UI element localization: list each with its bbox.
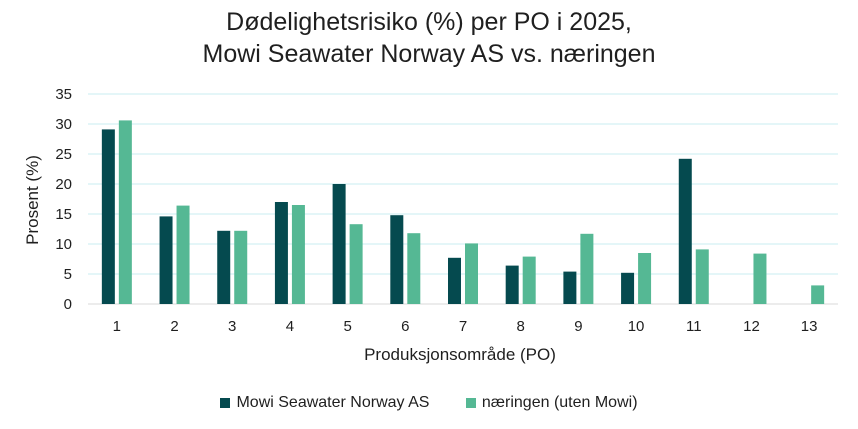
- x-tick-label: 1: [113, 318, 121, 335]
- bar-naeringen-po8: [522, 256, 536, 304]
- y-tick-label: 10: [55, 236, 72, 253]
- legend-item-mowi: Mowi Seawater Norway AS: [220, 394, 429, 412]
- bar-naeringen-po13: [811, 285, 825, 304]
- bar-naeringen-po3: [234, 230, 248, 304]
- x-tick-label: 11: [686, 318, 702, 335]
- x-tick-label: 3: [228, 318, 236, 335]
- bar-naeringen-po6: [407, 233, 421, 304]
- legend-swatch-naeringen: [465, 398, 476, 408]
- bar-mowi-po9: [563, 271, 577, 304]
- bar-naeringen-po4: [291, 205, 305, 304]
- grid-lines: [88, 93, 838, 305]
- bar-naeringen-po7: [465, 243, 478, 304]
- bar-naeringen-po5: [349, 224, 363, 304]
- x-tick-label: 8: [517, 318, 525, 335]
- x-tick-label: 5: [343, 318, 351, 335]
- x-tick-label: 9: [574, 318, 582, 335]
- chart-title-line-1: Dødelighetsrisiko (%) per PO i 2025,: [226, 8, 632, 36]
- bar-mowi-po4: [274, 202, 288, 304]
- x-axis-label: Produksjonsområde (PO): [364, 345, 556, 364]
- legend-label-naeringen: næringen (uten Mowi): [481, 394, 638, 411]
- bar-naeringen-po12: [753, 253, 767, 304]
- bar-mowi-po11: [678, 158, 692, 304]
- y-tick-label: 20: [55, 176, 72, 193]
- x-tick-label: 10: [628, 318, 645, 335]
- y-tick-label: 35: [55, 86, 72, 103]
- bar-mowi-po3: [217, 230, 231, 304]
- bar-mowi-po8: [505, 265, 519, 304]
- legend-label-mowi: Mowi Seawater Norway AS: [236, 394, 430, 411]
- y-tick-label: 30: [55, 116, 72, 133]
- x-tick-label: 7: [459, 318, 467, 335]
- bar-mowi-po6: [390, 215, 404, 304]
- legend-swatch-mowi: [220, 398, 231, 408]
- x-tick-label: 12: [743, 318, 760, 335]
- bar-naeringen-po11: [695, 249, 709, 304]
- legend-item-naeringen: næringen (uten Mowi): [465, 394, 638, 412]
- bar-mowi-po10: [621, 272, 635, 304]
- bar-mowi-po5: [332, 184, 346, 304]
- bar-mowi-po1: [101, 129, 115, 304]
- bar-naeringen-po1: [118, 120, 132, 305]
- chart-title-line-2: Mowi Seawater Norway AS vs. næringen: [202, 40, 656, 68]
- y-tick-label: 0: [64, 296, 72, 313]
- bar-mowi-po7: [448, 257, 461, 304]
- y-tick-label: 25: [55, 146, 72, 163]
- x-tick-label: 13: [801, 318, 818, 335]
- y-tick-label: 15: [55, 206, 72, 223]
- x-tick-labels: 1 2 3 4 5 6 7 8 9 10 11 12 13: [113, 318, 818, 335]
- y-axis-label: Prosent (%): [23, 155, 42, 245]
- bar-naeringen-po10: [638, 253, 652, 304]
- bar-naeringen-po2: [176, 205, 190, 304]
- x-tick-label: 4: [286, 318, 294, 335]
- bar-naeringen-po9: [580, 233, 594, 304]
- legend: Mowi Seawater Norway AS næringen (uten M…: [0, 394, 858, 413]
- y-tick-label: 5: [64, 266, 72, 283]
- bars: [101, 120, 825, 305]
- x-tick-label: 6: [401, 318, 409, 335]
- y-tick-labels: 0 5 10 15 20 25 30 35: [55, 86, 72, 313]
- bar-mowi-po2: [159, 216, 173, 304]
- x-tick-label: 2: [170, 318, 178, 335]
